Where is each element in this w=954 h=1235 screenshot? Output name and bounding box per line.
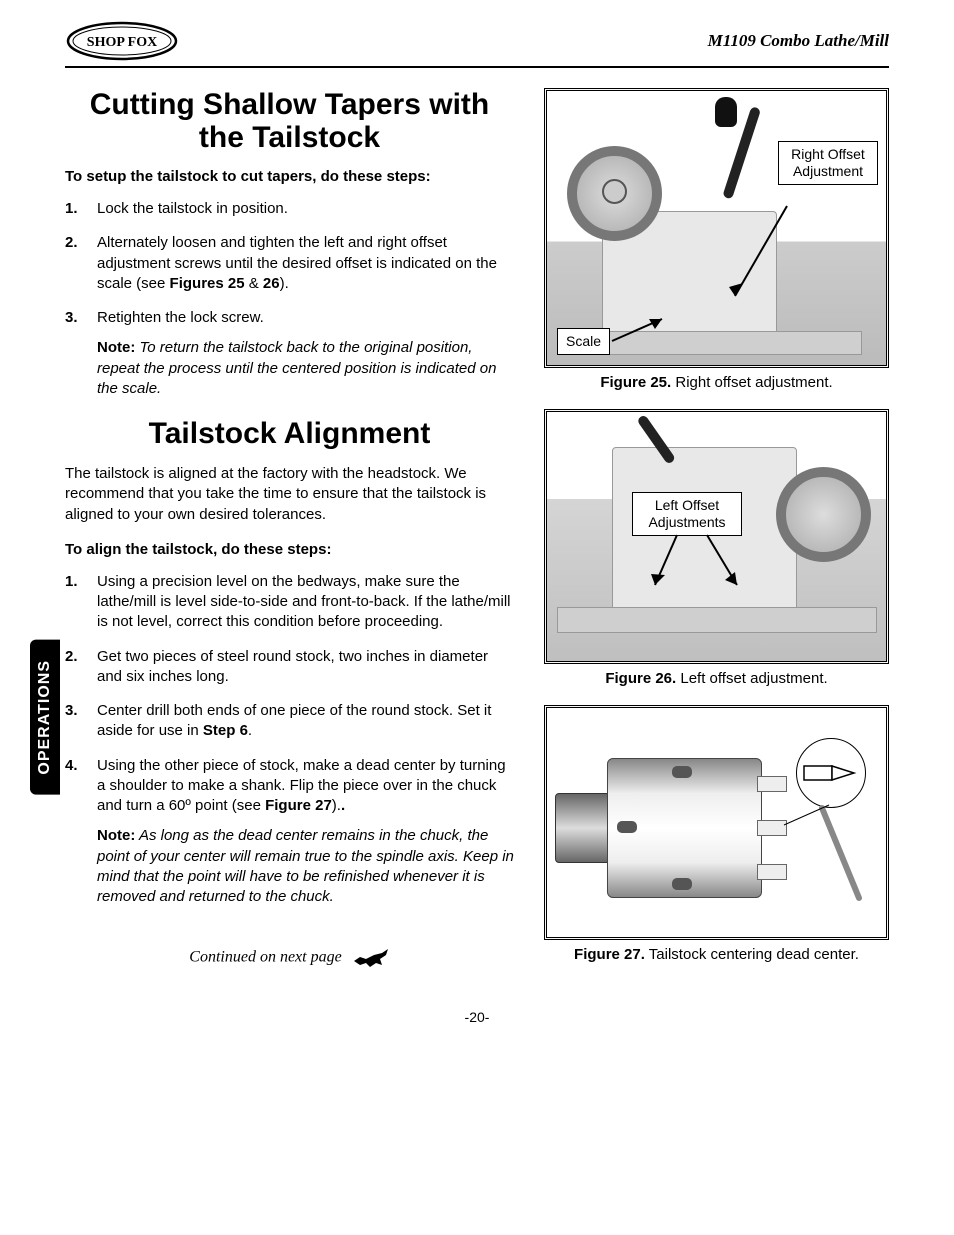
section2-para: The tailstock is aligned at the factory … xyxy=(65,464,514,525)
leader-line xyxy=(779,800,839,830)
arrow-left-offset-2 xyxy=(697,530,757,600)
callout-right-offset: Right Offset Adjustment xyxy=(778,141,878,185)
callout-scale: Scale xyxy=(557,328,610,355)
section1-title: Cutting Shallow Tapers with the Tailstoc… xyxy=(65,88,514,154)
section2-intro: To align the tailstock, do these steps: xyxy=(65,541,514,558)
figure-25: Right Offset Adjustment Scale xyxy=(544,88,889,368)
figure-26-caption: Figure 26. Left offset adjustment. xyxy=(544,670,889,687)
section2-title: Tailstock Alignment xyxy=(65,417,514,450)
step-1-1: Lock the tailstock in position. xyxy=(65,199,514,219)
dead-center-icon xyxy=(802,760,860,786)
step-1-3-note: Note: To return the tailstock back to th… xyxy=(97,338,514,399)
shopfox-logo: SHOP FOX xyxy=(65,20,180,62)
continued-line: Continued on next page xyxy=(65,947,514,969)
section1-intro: To setup the tailstock to cut tapers, do… xyxy=(65,168,514,185)
arrow-scale xyxy=(607,311,677,351)
figure-25-caption: Figure 25. Right offset adjustment. xyxy=(544,374,889,391)
step-1-2: Alternately loosen and tighten the left … xyxy=(65,233,514,294)
section-tab-operations: OPERATIONS xyxy=(30,640,60,795)
fox-icon xyxy=(352,947,390,969)
step-2-1: Using a precision level on the bedways, … xyxy=(65,572,514,633)
right-column: Right Offset Adjustment Scale Figure 25.… xyxy=(544,88,889,969)
left-column: Cutting Shallow Tapers with the Tailstoc… xyxy=(65,88,514,969)
step-2-3: Center drill both ends of one piece of t… xyxy=(65,701,514,742)
step-2-4-note: Note: As long as the dead center remains… xyxy=(97,826,514,907)
arrow-right-offset xyxy=(727,201,797,311)
figure-26: Left Offset Adjustments xyxy=(544,409,889,664)
figure-27-caption: Figure 27. Tailstock centering dead cent… xyxy=(544,946,889,963)
section2-steps: Using a precision level on the bedways, … xyxy=(65,572,514,908)
page-header: SHOP FOX M1109 Combo Lathe/Mill xyxy=(65,20,889,68)
figure-27 xyxy=(544,705,889,940)
section1-steps: Lock the tailstock in position. Alternat… xyxy=(65,199,514,399)
step-1-3: Retighten the lock screw. Note: To retur… xyxy=(65,308,514,399)
page-number: -20- xyxy=(65,1009,889,1025)
model-title: M1109 Combo Lathe/Mill xyxy=(708,31,889,51)
step-2-2: Get two pieces of steel round stock, two… xyxy=(65,647,514,688)
step-2-4: Using the other piece of stock, make a d… xyxy=(65,756,514,908)
svg-text:SHOP FOX: SHOP FOX xyxy=(87,35,157,50)
